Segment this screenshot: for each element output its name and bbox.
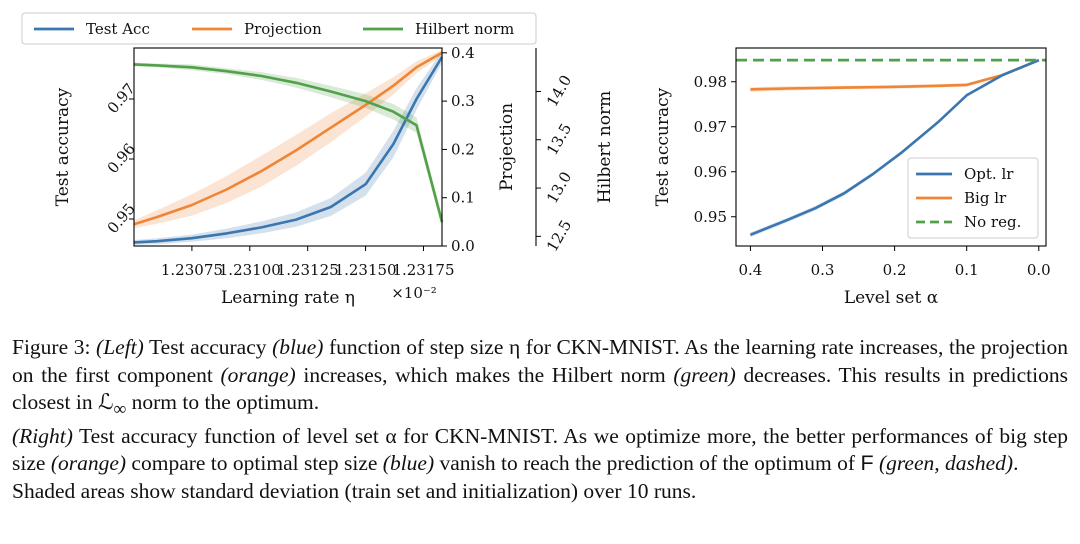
caption-text: . [1013, 451, 1019, 476]
right-legend-box [907, 157, 1039, 239]
caption-text: increases, which makes the Hilbert norm [295, 362, 674, 387]
hilbert-tick-label: 13.5 [543, 120, 575, 158]
right-big-lr-line [750, 58, 1040, 91]
left-plot-frame [133, 47, 443, 247]
right-x-tick-label: 0.4 [738, 261, 762, 279]
right-x-tick-label: 0.1 [955, 261, 979, 279]
right-x-tick-label: 0.3 [811, 261, 835, 279]
legend-label-projection: Projection [244, 20, 322, 38]
left-projection-band [134, 49, 442, 229]
left-legend-box [21, 12, 537, 45]
left-x-scale-note: ×10⁻² [391, 284, 437, 302]
projection-axis-label: Projection [497, 103, 517, 191]
left-legend: Test Acc Projection Hilbert norm [21, 12, 537, 45]
left-hilbert-norm-band [134, 62, 442, 228]
right-y-tick-label: 0.98 [694, 73, 727, 91]
left-y-axis-label: Test accuracy [53, 87, 73, 206]
left-x-tick-label: 1.23175 [392, 261, 454, 279]
projection-tick-label: 0.0 [451, 237, 475, 255]
right-legend-label-big-lr: Big lr [964, 189, 1007, 207]
right-y-tick-label: 0.96 [694, 163, 727, 181]
legend-label-test-acc: Test Acc [86, 20, 150, 38]
caption-text: vanish to reach the prediction of the op… [434, 451, 861, 476]
hilbert-tick-label: 13.0 [543, 169, 575, 207]
legend-label-hilbert-norm: Hilbert norm [415, 20, 514, 38]
projection-tick-label: 0.1 [451, 189, 475, 207]
hilbert-tick-label: 12.5 [543, 217, 575, 255]
caption-blue-ref: (blue) [382, 451, 435, 476]
projection-tick-label: 0.4 [451, 44, 475, 62]
caption-orange-ref: (orange) [50, 451, 127, 476]
caption-green-ref: (green) [673, 362, 736, 387]
caption-function-symbol: F [860, 451, 874, 476]
caption-subscript: ∞ [113, 398, 127, 419]
caption-green-ref: (green, dashed) [878, 451, 1014, 476]
projection-tick-label: 0.2 [451, 140, 475, 158]
right-opt-lr-line [749, 58, 1040, 237]
right-legend-label-no-reg-: No reg. [964, 213, 1021, 231]
left-x-tick-label: 1.23150 [335, 261, 397, 279]
right-tag: (Right) [12, 423, 73, 448]
right-legend: Opt. lr Big lr No reg. [907, 157, 1039, 239]
right-legend-label-opt-lr: Opt. lr [964, 165, 1014, 183]
left-x-tick-label: 1.23075 [161, 261, 223, 279]
caption-text: Test accuracy [143, 335, 273, 359]
caption-paragraph-note: Shaded areas show standard deviation (tr… [12, 478, 1068, 506]
caption-blue-ref: (blue) [272, 335, 324, 359]
right-plot-frame [735, 47, 1047, 247]
right-y-axis-label: Test accuracy [653, 87, 673, 206]
figure-label: Figure 3: [12, 335, 91, 359]
right-x-tick-label: 0.0 [1027, 261, 1051, 279]
caption-text: compare to optimal step size [126, 451, 383, 476]
left-x-tick-label: 1.23100 [219, 261, 281, 279]
caption-text: decreases. This results in predictions c… [12, 362, 1068, 415]
right-y-tick-label: 0.95 [694, 208, 727, 226]
left-tag: (Left) [96, 335, 144, 359]
left-x-axis-label: Learning rate η [221, 288, 355, 308]
caption-text: Shaded areas show standard deviation (tr… [12, 478, 697, 503]
caption-paragraph-left: Figure 3: (Left) Test accuracy (blue) fu… [12, 334, 1068, 423]
right-x-axis-label: Level set α [844, 288, 939, 308]
caption-text: function of step size η for CKN-MNIST. A… [12, 335, 1069, 387]
caption-text: norm to the optimum. [126, 390, 320, 414]
hilbert-tick-label: 14.0 [543, 72, 575, 110]
figure-caption: Figure 3: (Left) Test accuracy (blue) fu… [12, 334, 1068, 505]
caption-paragraph-right: (Right) Test accuracy function of level … [12, 423, 1068, 478]
hilbert-norm-axis-label: Hilbert norm [595, 91, 615, 203]
caption-text: Test accuracy function of level set α fo… [12, 423, 1068, 476]
caption-orange-ref: (orange) [220, 362, 296, 387]
projection-tick-label: 0.3 [451, 92, 475, 110]
right-y-tick-label: 0.97 [694, 118, 727, 136]
right-x-tick-label: 0.2 [883, 261, 907, 279]
left-x-tick-label: 1.23125 [277, 261, 339, 279]
right-chart: 0.4 0.3 0.2 0.1 0.0 0.95 0.96 0.97 0.98 Level s… [653, 47, 1051, 308]
